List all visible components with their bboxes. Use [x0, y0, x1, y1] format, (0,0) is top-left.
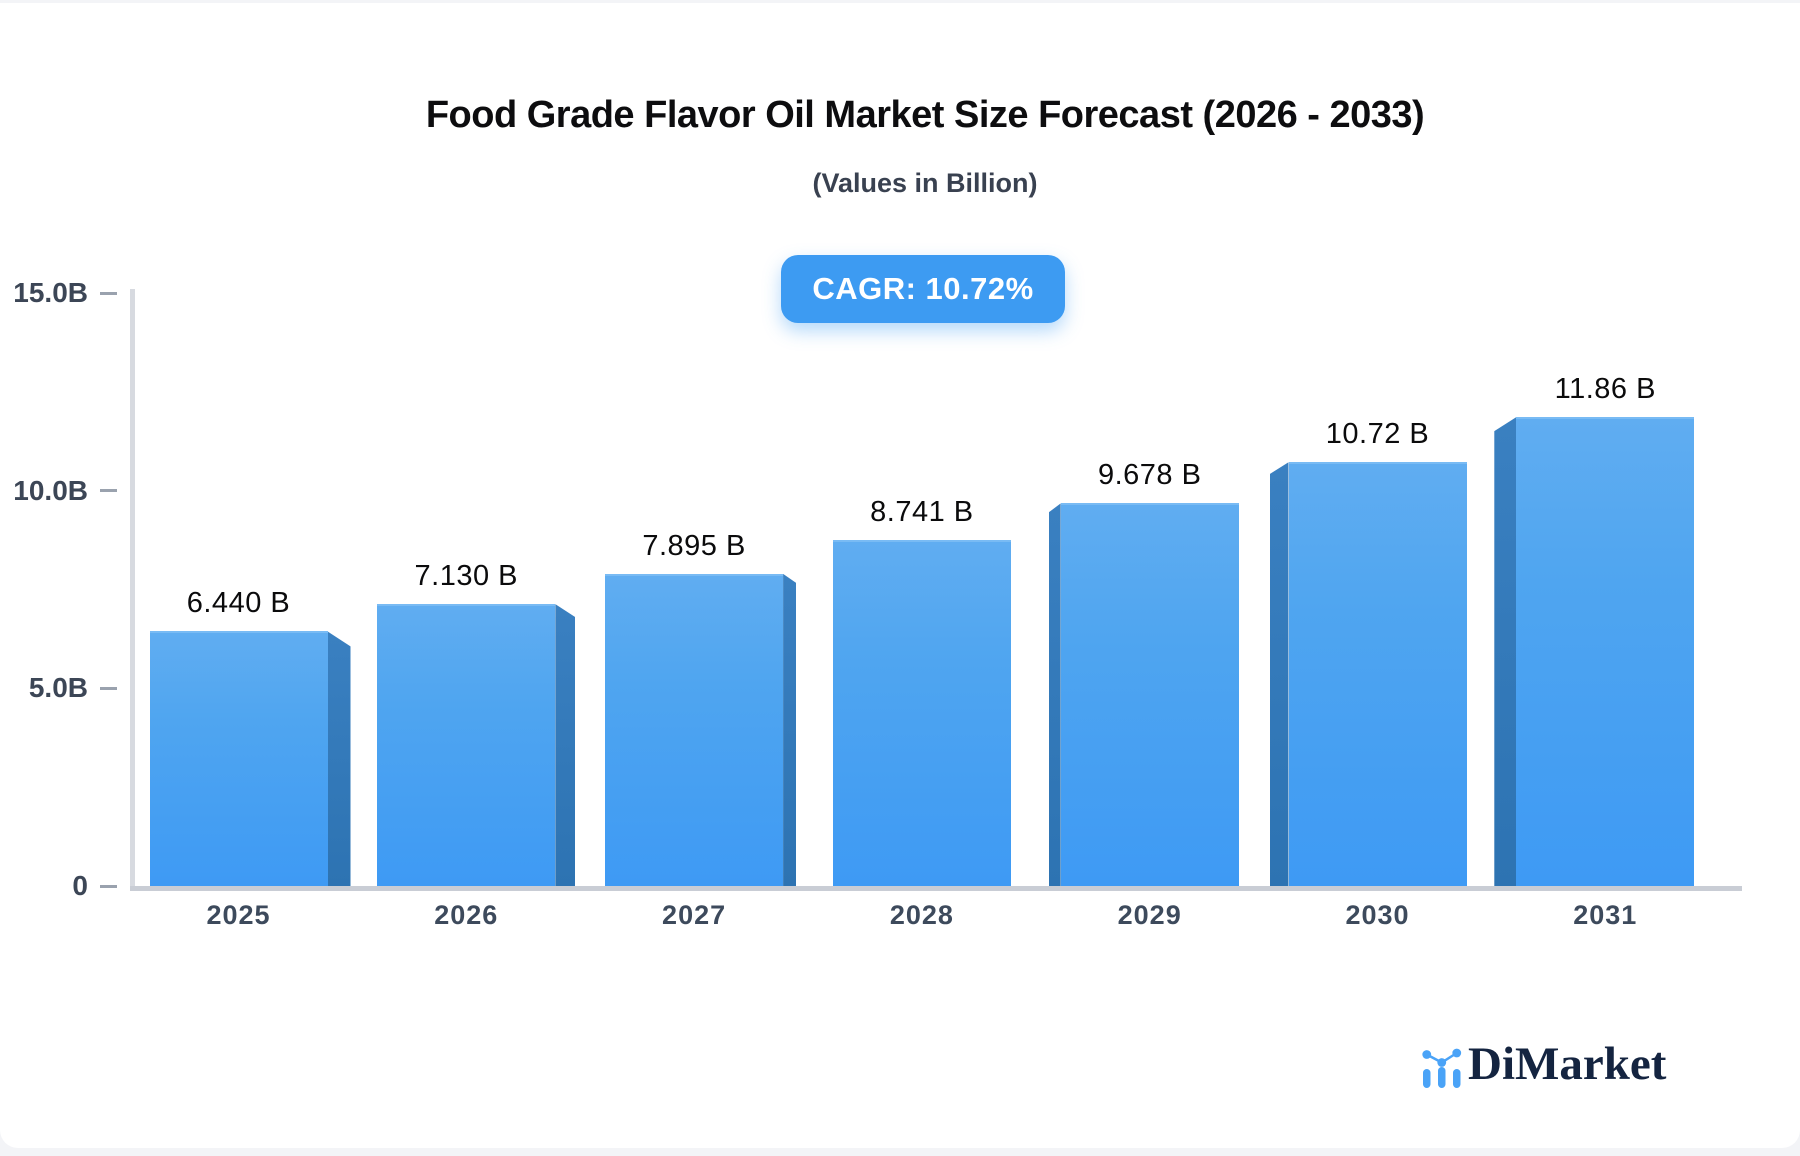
y-axis-tick-label: 10.0B — [13, 474, 88, 506]
cagr-badge: CAGR: 10.72% — [781, 255, 1065, 323]
bar-side-face — [327, 631, 351, 886]
x-axis-category-label: 2031 — [1573, 900, 1638, 930]
x-axis-category-label: 2028 — [889, 900, 954, 930]
y-axis-tick-mark — [100, 686, 117, 690]
bar-value-label: 10.72 B — [1325, 418, 1430, 451]
bar-2030 — [1288, 462, 1467, 886]
bar-2027 — [605, 573, 784, 886]
bar-2026 — [377, 604, 556, 886]
y-axis-tick-label: 0 — [72, 870, 88, 901]
x-axis-category-label: 2025 — [206, 900, 271, 930]
y-axis-tick-mark — [100, 884, 117, 888]
bar-2025 — [149, 631, 328, 886]
x-axis-category-label: 2027 — [662, 900, 727, 930]
x-axis-category-label: 2026 — [434, 900, 499, 930]
bar-side-face — [783, 573, 797, 886]
x-axis-category-label: 2030 — [1345, 900, 1410, 930]
bar-side-face — [1048, 503, 1061, 886]
bar-2028 — [832, 540, 1011, 886]
bar-2029 — [1060, 503, 1239, 886]
y-axis-tick-label: 5.0B — [28, 672, 88, 704]
x-axis-category-label: 2029 — [1117, 900, 1182, 930]
bar-value-label: 7.130 B — [414, 560, 519, 593]
bar-value-label: 7.895 B — [642, 529, 746, 562]
y-axis-tick-mark — [100, 291, 117, 295]
bar-side-face — [1269, 462, 1289, 886]
y-axis-line — [130, 289, 135, 890]
bar-value-label: 6.440 B — [186, 587, 291, 620]
y-axis-tick-label: 15.0B — [13, 277, 88, 308]
y-axis-tick-mark — [100, 489, 117, 493]
bar-side-face — [555, 604, 576, 886]
cagr-badge-label: CAGR: 10.72% — [812, 271, 1034, 306]
chart-subtitle: (Values in Billion) — [812, 168, 1038, 198]
bar-value-label: 9.678 B — [1097, 459, 1202, 492]
bar-line-chart-icon — [1422, 1048, 1462, 1088]
bar-side-face — [1494, 417, 1517, 886]
bar-value-label: 11.86 B — [1554, 373, 1656, 406]
bar-2031 — [1516, 417, 1695, 886]
dimarket-logo-text: DiMarket — [1468, 1038, 1667, 1090]
x-axis-line — [130, 886, 1742, 891]
bottom-edge-strip — [0, 1148, 1800, 1156]
bar-value-label: 8.741 B — [870, 496, 974, 529]
chart-title: Food Grade Flavor Oil Market Size Foreca… — [425, 94, 1425, 136]
